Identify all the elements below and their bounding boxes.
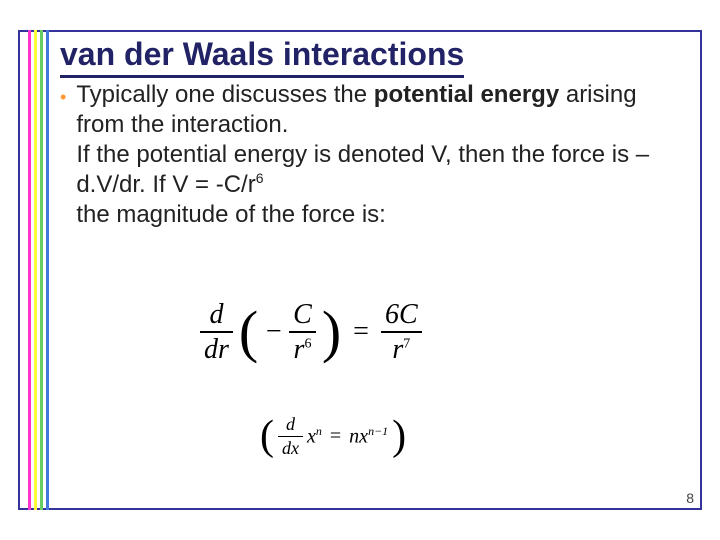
bullet-item: • Typically one discusses the potential …	[60, 80, 680, 230]
var-r: r	[392, 334, 403, 365]
rhs: nxn−1	[349, 424, 388, 449]
fraction-ddr: d dr	[200, 300, 233, 364]
body-text: Typically one discusses the potential en…	[76, 80, 680, 230]
numerator: d	[205, 300, 227, 329]
accent-bar-blue	[46, 30, 49, 510]
fraction-bar	[289, 331, 316, 333]
numerator: 6C	[381, 300, 422, 329]
left-paren: (	[239, 309, 258, 355]
exp-6: 6	[304, 337, 311, 352]
text-emphasis: potential energy	[374, 81, 559, 108]
accent-bar-yellow	[34, 30, 37, 510]
text-frag-3: If the potential energy is denoted V, th…	[76, 141, 649, 198]
denominator: r7	[388, 335, 414, 364]
var-x: xn	[307, 424, 322, 449]
equation-main: d dr ( − C r6 ) = 6C r7	[200, 300, 422, 364]
accent-bar-green	[40, 30, 43, 510]
left-paren: (	[260, 420, 274, 454]
superscript-6: 6	[256, 170, 264, 186]
fraction-6cr7: 6C r7	[381, 300, 422, 364]
text-frag-4: the magnitude of the force is:	[76, 201, 386, 228]
slide-title: van der Waals interactions	[60, 36, 464, 78]
numerator: C	[289, 300, 316, 329]
right-paren: )	[392, 420, 406, 454]
right-paren: )	[322, 309, 341, 355]
numerator: d	[282, 415, 299, 434]
equation-derivative-rule: ( d dx xn = nxn−1 )	[260, 415, 406, 458]
page-number: 8	[686, 490, 694, 506]
denominator: dx	[278, 439, 303, 458]
minus-sign: −	[264, 316, 283, 348]
denominator: dr	[200, 335, 233, 364]
denominator: r6	[290, 335, 316, 364]
exp-nm1: n−1	[368, 424, 388, 438]
var-r: r	[294, 334, 305, 365]
bullet-icon: •	[60, 80, 66, 112]
exp-n: n	[316, 424, 322, 438]
accent-bar-magenta	[28, 30, 31, 510]
nx: nx	[349, 426, 368, 448]
equals-sign: =	[330, 425, 341, 448]
fraction-cr6: C r6	[289, 300, 316, 364]
fraction-bar	[278, 436, 303, 438]
equals-sign: =	[353, 316, 369, 348]
fraction-bar	[381, 331, 422, 333]
x: x	[307, 426, 316, 448]
fraction-bar	[200, 331, 233, 333]
exp-7: 7	[403, 337, 410, 352]
text-frag-1: Typically one discusses the	[76, 81, 373, 108]
fraction-ddx: d dx	[278, 415, 303, 458]
content-area: van der Waals interactions • Typically o…	[60, 36, 680, 230]
